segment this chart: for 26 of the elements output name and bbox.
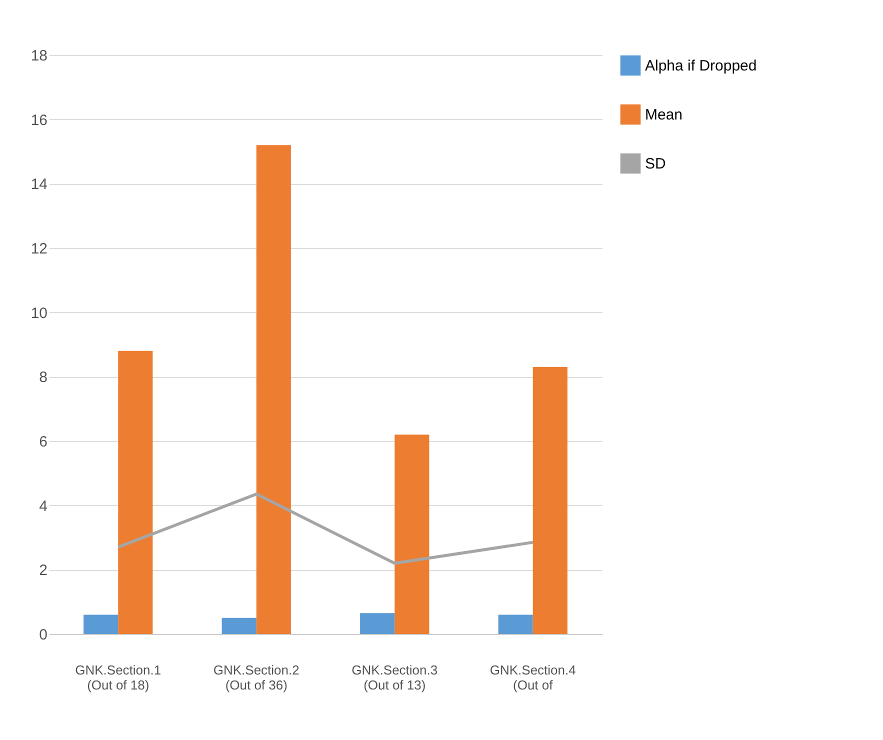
y-tick-label: 14 bbox=[30, 176, 48, 194]
x-tick-label: GNK.Section.2 (Out of 36) bbox=[213, 662, 300, 692]
bar bbox=[84, 614, 118, 634]
bar bbox=[532, 367, 568, 634]
x-tick-label: GNK.Section.3 (Out of 13) bbox=[352, 662, 438, 692]
legend-label: Alpha if Dropped bbox=[645, 58, 757, 74]
y-tick-label: 8 bbox=[39, 369, 48, 386]
bar bbox=[222, 618, 256, 634]
y-tick-label: 2 bbox=[39, 562, 48, 580]
bar bbox=[118, 350, 153, 634]
y-tick-label: 16 bbox=[30, 112, 48, 129]
line-series bbox=[116, 492, 534, 565]
y-tick-label: 10 bbox=[30, 304, 48, 322]
x-tick-label: GNK.Section.4 (Out of bbox=[490, 662, 576, 692]
y-tick-label: 4 bbox=[39, 498, 48, 515]
bar bbox=[256, 145, 291, 634]
x-tick-label: GNK.Section.1 (Out of 18) bbox=[75, 662, 162, 692]
bar bbox=[498, 614, 533, 634]
y-tick-label: 6 bbox=[39, 434, 48, 450]
y-tick-label: 12 bbox=[30, 240, 48, 258]
legend-label: Mean bbox=[645, 106, 683, 124]
legend-label: SD bbox=[645, 156, 666, 172]
y-tick-label: 0 bbox=[39, 626, 48, 644]
y-tick-label: 18 bbox=[30, 48, 48, 64]
bar bbox=[394, 434, 430, 634]
bar bbox=[360, 613, 395, 634]
